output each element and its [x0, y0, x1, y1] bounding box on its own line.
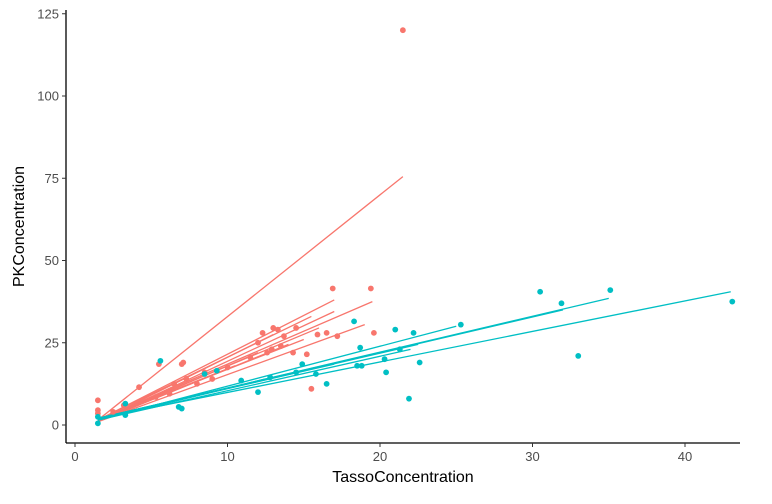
data-point: [399, 27, 406, 34]
x-tick-label: 10: [220, 449, 234, 464]
data-point: [537, 288, 544, 295]
data-point: [299, 361, 306, 368]
data-point: [264, 349, 271, 356]
data-point: [259, 329, 266, 336]
data-point: [267, 374, 274, 381]
data-point: [268, 346, 275, 353]
data-point: [392, 326, 399, 333]
data-point: [110, 408, 117, 415]
data-point: [575, 353, 582, 359]
data-point: [323, 329, 330, 336]
fit-line: [97, 176, 404, 421]
y-tick-label: 75: [45, 171, 59, 186]
data-point: [178, 405, 185, 412]
data-point: [224, 364, 231, 371]
data-point: [122, 412, 129, 419]
fit-lines: [97, 176, 731, 423]
data-point: [457, 321, 464, 328]
y-tick-label: 100: [37, 89, 59, 104]
data-point: [357, 344, 364, 351]
data-point: [277, 343, 284, 349]
y-tick-label: 50: [45, 253, 59, 268]
data-point: [381, 356, 388, 363]
data-point: [334, 333, 341, 340]
data-point: [358, 362, 365, 369]
data-point: [303, 351, 310, 358]
data-point: [406, 395, 412, 402]
x-tick-label: 30: [525, 449, 539, 464]
data-point: [558, 300, 565, 307]
data-point: [183, 376, 190, 382]
x-axis-title: TassoConcentration: [332, 469, 473, 486]
data-point: [171, 380, 178, 387]
tick-labels: 0 10 20 30 40 0 25 50 75 100 125: [37, 6, 692, 464]
data-point: [293, 325, 300, 331]
data-point: [607, 287, 614, 294]
data-point: [351, 318, 357, 325]
y-axis-title: PKConcentration: [11, 166, 28, 287]
data-point: [293, 369, 300, 376]
axes: [65, 10, 740, 444]
data-point: [94, 413, 101, 420]
fit-line: [97, 299, 335, 421]
data-point: [270, 325, 277, 331]
data-point: [157, 357, 164, 364]
data-point: [313, 371, 319, 377]
data-point: [94, 420, 101, 427]
data-point: [371, 329, 377, 336]
data-point: [152, 394, 159, 400]
data-point: [354, 362, 361, 369]
data-point: [180, 359, 187, 366]
data-point: [416, 359, 423, 366]
data-point: [329, 285, 336, 292]
x-tick-label: 20: [373, 449, 387, 464]
data-point: [308, 385, 315, 392]
data-points: [94, 27, 736, 427]
data-point: [122, 400, 129, 407]
fit-line: [97, 324, 365, 423]
fit-line: [97, 291, 731, 420]
data-point: [255, 339, 261, 346]
data-point: [94, 397, 101, 404]
data-point: [255, 389, 261, 395]
data-point: [281, 333, 287, 340]
data-point: [209, 376, 216, 382]
data-point: [314, 331, 321, 338]
fit-line: [97, 365, 236, 421]
y-tick-label: 0: [52, 418, 59, 433]
data-point: [213, 367, 220, 374]
y-tick-label: 25: [45, 335, 59, 350]
y-tick-label: 125: [37, 6, 59, 21]
x-tick-label: 40: [678, 449, 692, 464]
data-point: [323, 380, 330, 387]
data-point: [166, 390, 173, 397]
data-point: [729, 298, 736, 305]
data-point: [247, 354, 254, 361]
data-point: [238, 377, 245, 384]
x-tick-label: 0: [71, 449, 78, 464]
data-point: [367, 285, 374, 292]
data-point: [396, 346, 403, 353]
data-point: [194, 380, 200, 387]
data-point: [136, 384, 142, 391]
fit-line: [97, 348, 411, 421]
data-point: [201, 371, 208, 377]
data-point: [274, 326, 281, 333]
data-point: [383, 369, 389, 376]
data-point: [410, 329, 417, 336]
data-point: [290, 349, 296, 356]
